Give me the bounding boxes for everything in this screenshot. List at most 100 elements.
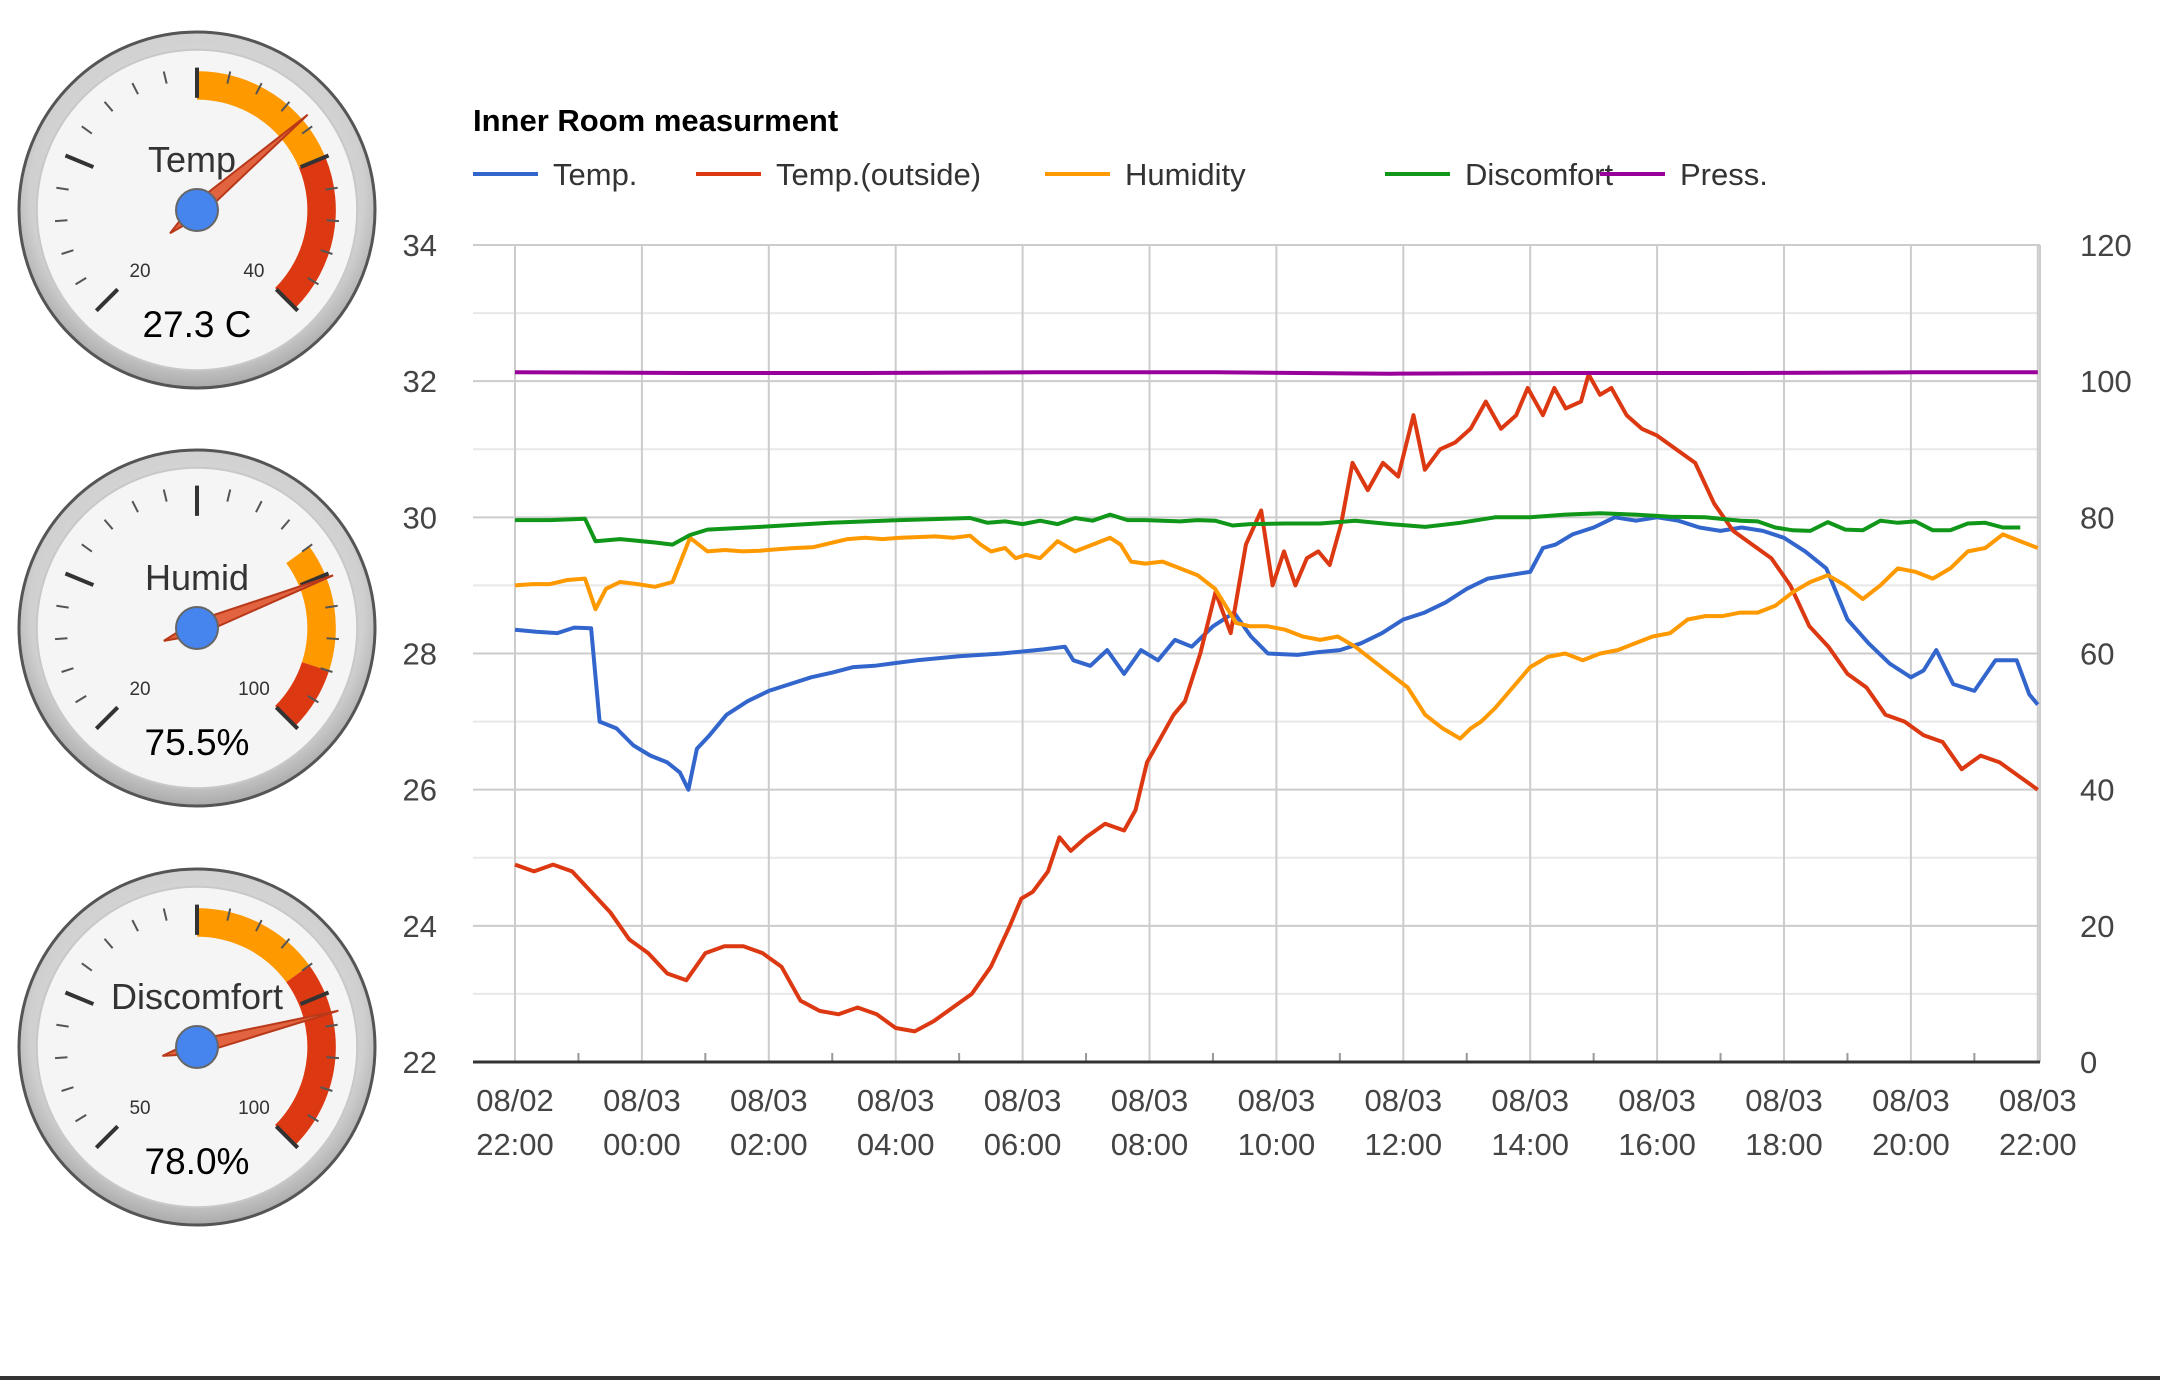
gauge-major-tick [94, 1124, 120, 1150]
gauge-tick-label: 100 [238, 679, 270, 700]
gauge-minor-tick [54, 1056, 68, 1060]
x-tick-label-date: 08/03 [603, 1083, 681, 1118]
x-tick-label-date: 08/02 [476, 1083, 554, 1118]
x-tick-label-time: 20:00 [1872, 1127, 1950, 1162]
y-right-tick-label: 80 [2080, 500, 2114, 535]
gauge-minor-tick [75, 1114, 87, 1123]
gauge-band-1 [275, 156, 336, 309]
y-left-tick-label: 24 [403, 909, 437, 944]
x-tick-label-time: 22:00 [476, 1127, 554, 1162]
legend-entry: Temp. [553, 157, 637, 192]
gauge-minor-tick [226, 908, 232, 921]
gauge-minor-tick [301, 962, 313, 972]
gauge-value: 78.0% [145, 1141, 250, 1182]
gauge-label: Discomfort [111, 976, 283, 1017]
gauge-minor-tick [320, 1086, 333, 1092]
gauge-minor-tick [56, 1023, 69, 1028]
x-tick-label-date: 08/03 [857, 1083, 935, 1118]
x-tick-label-date: 08/03 [1365, 1083, 1443, 1118]
gauge-minor-tick [226, 71, 232, 84]
gauge-0: 20 40 Temp. 27.3 C [17, 30, 377, 390]
gauge-2: 50 100 Discomfort 78.0% [17, 867, 377, 1227]
x-tick-label-date: 08/03 [1745, 1083, 1823, 1118]
gauge-minor-tick [54, 637, 68, 641]
y-left-tick-label: 30 [403, 500, 437, 535]
gauges-panel: 20 40 Temp. 27.3 C 20 100 Humid 75.5% 50 100 Disco… [17, 30, 377, 1227]
gauge-band-1 [275, 965, 336, 1146]
gauge-major-tick [94, 287, 120, 313]
bottom-divider [0, 1376, 2160, 1380]
gauge-value: 75.5% [145, 722, 250, 763]
legend-entry: Humidity [1125, 157, 1246, 192]
gauge-minor-tick [162, 908, 168, 921]
gauge-major-tick [64, 990, 95, 1006]
series-line [514, 372, 2039, 1034]
gauge-minor-tick [255, 500, 263, 513]
x-tick-label-time: 02:00 [730, 1127, 808, 1162]
gauge-needle-hub [175, 606, 219, 650]
gauge-tick-label: 50 [129, 1098, 150, 1119]
x-tick-label-date: 08/03 [1491, 1083, 1569, 1118]
gauge-minor-tick [81, 543, 93, 553]
gauge-minor-tick [103, 101, 114, 112]
gauge-minor-tick [54, 219, 68, 223]
x-tick-label-time: 18:00 [1745, 1127, 1823, 1162]
gauge-minor-tick [320, 667, 333, 673]
gauge-band-0 [197, 71, 326, 168]
x-tick-label-time: 12:00 [1365, 1127, 1443, 1162]
series-line [514, 532, 2039, 741]
gauge-needle-hub [175, 1025, 219, 1069]
gauge-minor-tick [56, 604, 69, 609]
gauge-minor-tick [325, 186, 338, 191]
gauge-minor-tick [81, 125, 93, 135]
gauge-major-tick [299, 571, 330, 587]
y-right-tick-label: 40 [2080, 773, 2114, 808]
gauge-tick-label: 40 [243, 261, 264, 282]
gauge-major-tick [94, 705, 120, 731]
y-left-tick-label: 32 [403, 364, 437, 399]
gauge-minor-tick [131, 500, 139, 513]
gauge-label: Temp. [148, 139, 246, 180]
gauge-minor-tick [103, 938, 114, 949]
gauge-minor-tick [162, 71, 168, 84]
gauge-major-tick [299, 153, 330, 169]
x-tick-label-date: 08/03 [1618, 1083, 1696, 1118]
gauge-minor-tick [325, 1023, 338, 1028]
gauge-major-tick [274, 287, 300, 313]
gauge-tick-label: 20 [129, 679, 150, 700]
gauge-minor-tick [75, 277, 87, 286]
gauge-minor-tick [307, 277, 319, 286]
x-tick-label-time: 06:00 [984, 1127, 1062, 1162]
gauge-major-tick [299, 990, 330, 1006]
gauge-needle-hub [175, 188, 219, 232]
gauge-value: 27.3 C [142, 304, 251, 345]
gauge-minor-tick [61, 249, 74, 255]
x-tick-label-time: 10:00 [1238, 1127, 1316, 1162]
y-right-tick-label: 0 [2080, 1045, 2097, 1080]
legend-entry: Temp.(outside) [776, 157, 981, 192]
x-tick-label-time: 22:00 [1999, 1127, 2077, 1162]
gauge-minor-tick [280, 938, 291, 949]
line-chart: Inner Room measurment Temp. Temp.(outside)… [403, 103, 2132, 1162]
gauge-minor-tick [301, 543, 313, 553]
gauge-major-tick [274, 1124, 300, 1150]
y-right-tick-label: 20 [2080, 909, 2114, 944]
gauge-minor-tick [307, 695, 319, 704]
x-tick-label-date: 08/03 [1999, 1083, 2077, 1118]
y-left-tick-label: 26 [403, 773, 437, 808]
series-line [515, 511, 2021, 547]
gauge-label: Humid [145, 557, 249, 598]
gauge-minor-tick [226, 489, 232, 502]
gauge-minor-tick [103, 519, 114, 530]
gauge-minor-tick [162, 489, 168, 502]
y-left-tick-label: 28 [403, 637, 437, 672]
y-left-tick-label: 34 [403, 228, 437, 263]
gauge-major-tick [274, 705, 300, 731]
gauge-band-1 [275, 662, 330, 727]
y-right-tick-label: 60 [2080, 637, 2114, 672]
x-tick-label-time: 04:00 [857, 1127, 935, 1162]
gauge-tick-label: 100 [238, 1098, 270, 1119]
gauge-minor-tick [325, 604, 338, 609]
gauge-band-0 [197, 908, 310, 983]
legend-entry: Discomfort [1465, 157, 1614, 192]
